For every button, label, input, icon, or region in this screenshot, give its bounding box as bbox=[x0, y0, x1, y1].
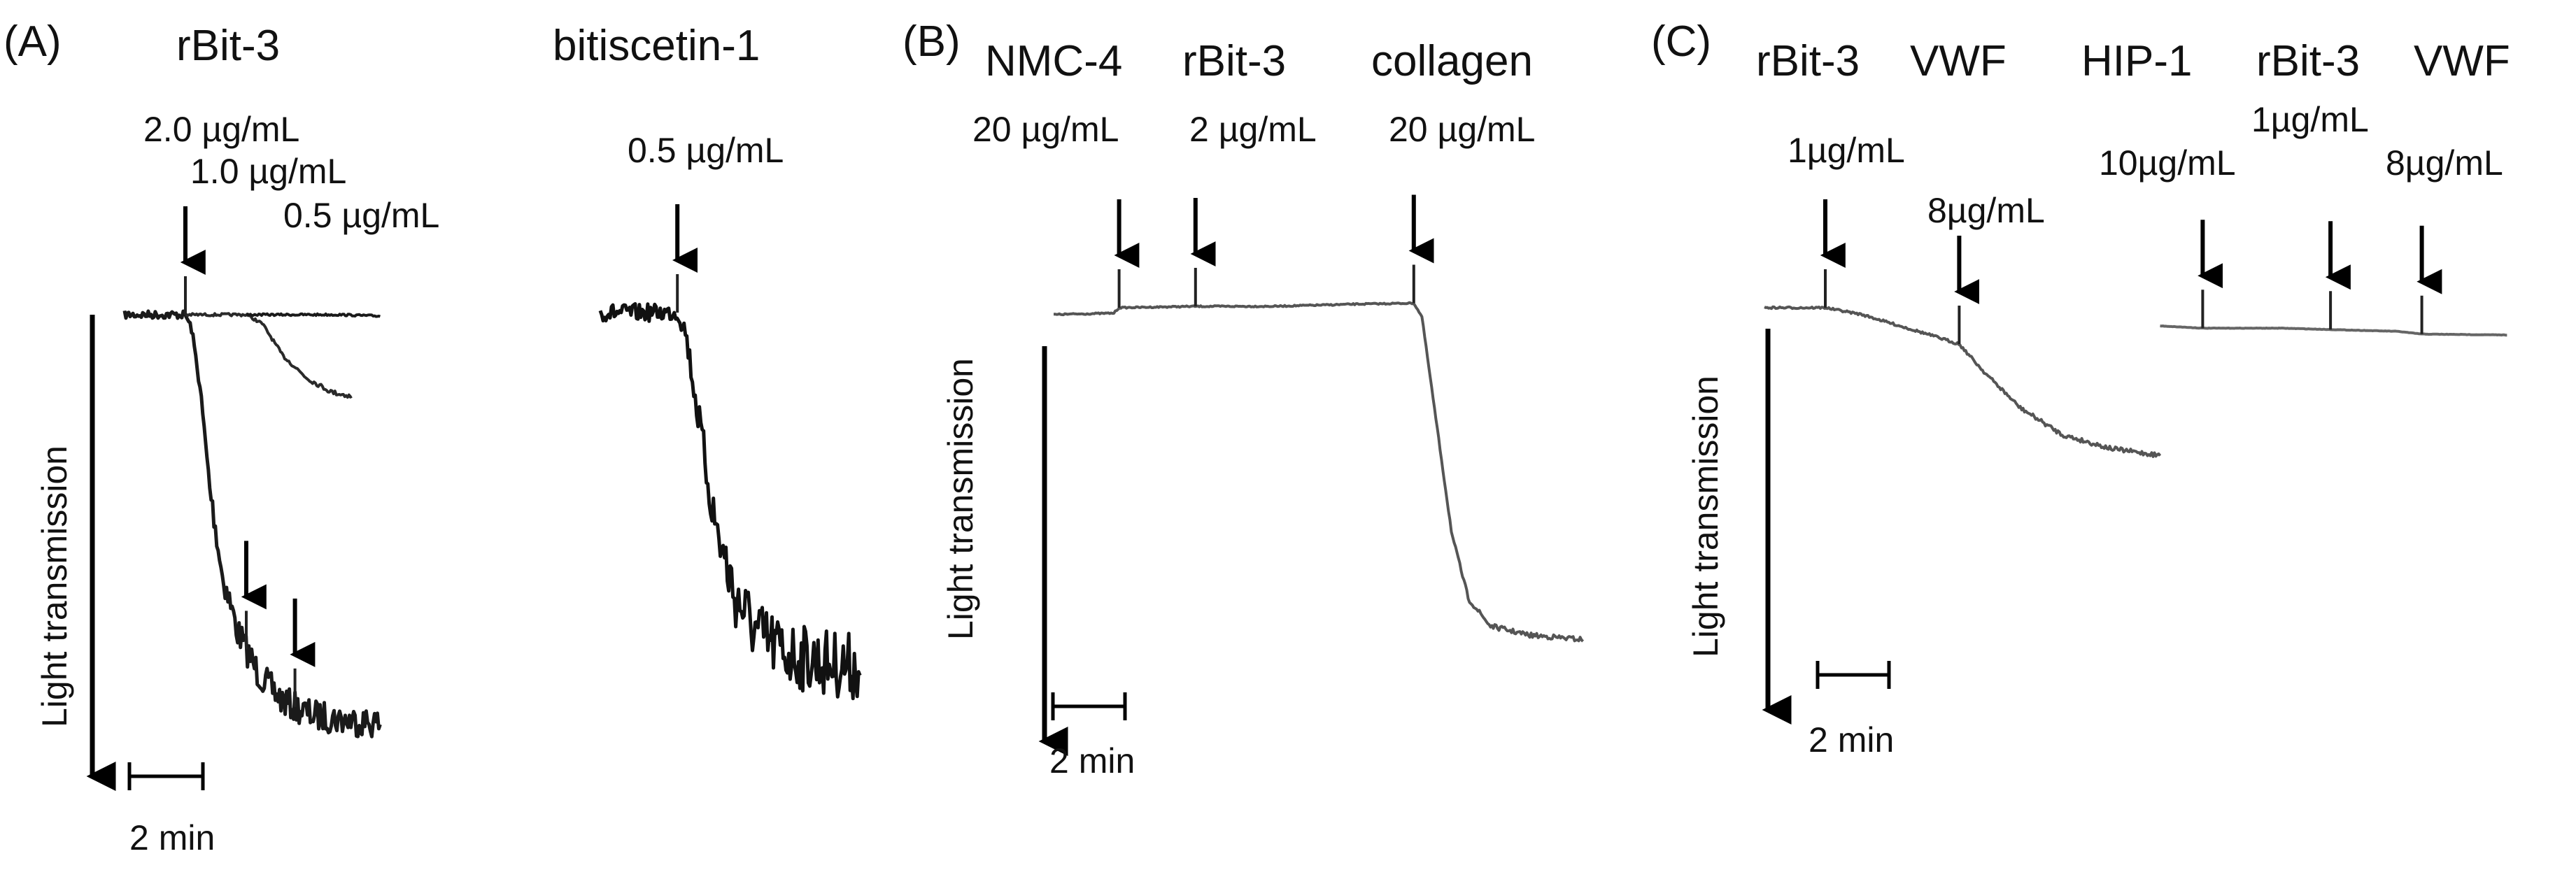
panel-c-agent-vwf-2: VWF bbox=[2414, 37, 2510, 85]
panel-a-scale-label: 2 min bbox=[129, 818, 215, 857]
panel-c-scale-bar bbox=[1816, 661, 1891, 689]
panel-c-conc-3: 10µg/mL bbox=[2099, 143, 2236, 183]
panel-a-conc-2: 1.0 µg/mL bbox=[190, 152, 346, 191]
panel-a-conc-3: 0.5 µg/mL bbox=[283, 196, 439, 235]
panel-c-ylabel: Light transmission bbox=[1686, 376, 1725, 657]
panel-b-agent-rbit3: rBit-3 bbox=[1182, 37, 1286, 85]
panel-b-letter: (B) bbox=[903, 17, 961, 66]
panel-b-traces bbox=[1054, 264, 1585, 643]
panel-b-agent-collagen: collagen bbox=[1371, 37, 1533, 85]
panel-c-agent-rbit3-1: rBit-3 bbox=[1756, 37, 1860, 85]
panel-a-conc-1: 2.0 µg/mL bbox=[143, 110, 299, 149]
panel-c-agent-rbit3-2: rBit-3 bbox=[2256, 37, 2360, 85]
panel-b-conc-1: 20 µg/mL bbox=[972, 110, 1119, 149]
panel-c-traces bbox=[1764, 269, 2507, 458]
panel-a: (A) rBit-3 bitiscetin-1 2.0 µg/mL 1.0 µg… bbox=[3, 17, 862, 857]
panel-a-traces bbox=[122, 274, 862, 739]
trace-a-1 bbox=[185, 312, 353, 399]
panel-c-conc-1: 1µg/mL bbox=[1788, 131, 1905, 170]
trace-c-0 bbox=[1764, 305, 2162, 458]
panel-c-conc-2: 8µg/mL bbox=[1927, 191, 2045, 230]
trace-a-0 bbox=[122, 309, 382, 739]
panel-a-ylabel: Light transmission bbox=[35, 445, 74, 727]
trace-c-1 bbox=[2160, 325, 2507, 337]
panel-a-letter: (A) bbox=[3, 17, 62, 66]
trace-b-0 bbox=[1054, 301, 1585, 643]
panel-b-conc-2: 2 µg/mL bbox=[1189, 110, 1317, 149]
panel-c-agent-vwf-1: VWF bbox=[1910, 37, 2007, 85]
panel-b-arrows bbox=[1114, 194, 1434, 268]
panel-a-arrows bbox=[180, 204, 698, 667]
panel-b-scale-label: 2 min bbox=[1049, 741, 1135, 780]
panel-a-scale-bar bbox=[127, 762, 205, 790]
panel-c-scale-label: 2 min bbox=[1809, 720, 1894, 760]
trace-a-2 bbox=[246, 312, 381, 318]
panel-a-conc-4: 0.5 µg/mL bbox=[628, 131, 784, 170]
panel-b-ylabel: Light transmission bbox=[941, 358, 980, 640]
panel-a-agent-rbit3: rBit-3 bbox=[176, 22, 280, 70]
panel-c-agent-hip1: HIP-1 bbox=[2081, 37, 2192, 85]
panel-c: (C) rBit-3 VWF HIP-1 rBit-3 VWF 1µg/mL 8… bbox=[1651, 17, 2510, 760]
panel-c-letter: (C) bbox=[1651, 17, 1711, 66]
trace-a-3 bbox=[598, 302, 862, 701]
panel-c-conc-4: 1µg/mL bbox=[2251, 100, 2369, 139]
panel-c-arrows bbox=[1820, 199, 2442, 304]
panel-b: (B) NMC-4 rBit-3 collagen 20 µg/mL 2 µg/… bbox=[903, 17, 1585, 780]
panel-c-conc-5: 8µg/mL bbox=[2386, 143, 2503, 183]
panel-a-agent-bitiscetin: bitiscetin-1 bbox=[553, 22, 760, 70]
panel-b-agent-nmc4: NMC-4 bbox=[985, 37, 1122, 85]
panel-b-scale-bar bbox=[1051, 692, 1127, 720]
panel-b-conc-3: 20 µg/mL bbox=[1389, 110, 1535, 149]
